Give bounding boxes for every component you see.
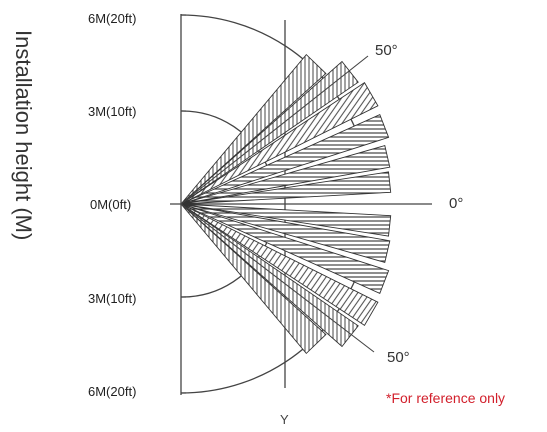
tick-label-upper: 3M(10ft) <box>88 104 136 119</box>
tick-label-lower: 3M(10ft) <box>88 291 136 306</box>
detection-beam <box>180 203 327 355</box>
detection-beam <box>180 81 379 205</box>
tick-label-zero: 0M(0ft) <box>90 197 131 212</box>
detection-beam <box>180 203 390 295</box>
installation-height-title: Installation height (M) <box>11 30 36 240</box>
detection-beam <box>180 203 359 348</box>
angle-label-bottom: 50° <box>387 349 410 366</box>
y-axis-label: Y <box>280 412 289 427</box>
detection-beam <box>180 53 327 205</box>
detection-beam <box>180 145 391 205</box>
detection-beam <box>180 113 390 205</box>
detection-beam <box>180 171 392 205</box>
angle-label-middle: 0° <box>449 195 463 212</box>
lower-50-degree-line <box>180 203 375 353</box>
reference-note: *For reference only <box>386 390 505 406</box>
upper-50-degree-line <box>180 55 369 205</box>
detection-beam <box>180 203 379 327</box>
detection-beam <box>180 203 392 237</box>
tick-label-top: 6M(20ft) <box>88 11 136 26</box>
tick-label-bottom: 6M(20ft) <box>88 384 136 399</box>
axis-tick-marks <box>181 14 186 394</box>
detection-beam <box>180 203 391 263</box>
angle-label-top: 50° <box>375 42 398 59</box>
